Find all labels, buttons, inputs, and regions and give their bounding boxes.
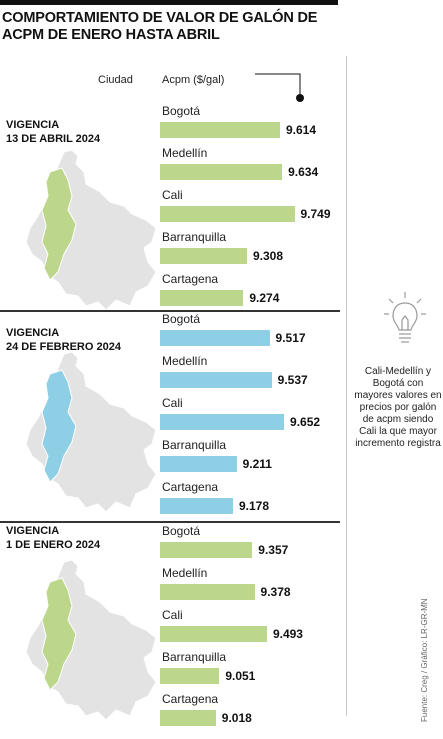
bar-row: Cali 9.493	[160, 608, 340, 648]
bar-row: Medellín 9.537	[160, 354, 340, 394]
value-label: 9.051	[225, 669, 256, 683]
chart-title: COMPORTAMIENTO DE VALOR DE GALÓN DE ACPM…	[2, 10, 318, 43]
header-connector	[255, 73, 304, 102]
map-highlight-region	[41, 577, 77, 691]
bar	[160, 668, 220, 684]
section-divider	[0, 310, 340, 312]
city-label: Cartagena	[162, 480, 219, 494]
section-label-2: VIGENCIA 24 DE FEBRERO 2024	[6, 326, 121, 354]
lightbulb-icon	[384, 292, 426, 343]
value-label: 9.308	[253, 249, 284, 263]
bar	[160, 206, 295, 222]
bar	[160, 542, 253, 558]
section-label-line1: VIGENCIA	[6, 327, 60, 339]
value-label: 9.018	[221, 711, 252, 725]
column-header-value: Acpm ($/gal)	[162, 74, 225, 86]
city-label: Medellín	[162, 566, 208, 580]
section-label-line1: VIGENCIA	[6, 119, 60, 131]
city-label: Cali	[162, 396, 183, 410]
city-label: Barranquilla	[162, 438, 227, 452]
column-header-city: Ciudad	[98, 74, 133, 86]
value-label: 9.178	[239, 499, 270, 513]
city-label: Cali	[162, 608, 183, 622]
bar-row: Cali 9.749	[160, 188, 340, 228]
bar-row: Bogotá 9.517	[160, 312, 340, 352]
bar	[160, 248, 247, 264]
value-label: 9.274	[249, 291, 280, 305]
colombia-map-1	[25, 150, 157, 311]
bar-row: Cali 9.652	[160, 396, 340, 436]
bar	[160, 498, 233, 514]
bar	[160, 626, 267, 642]
section-label-3: VIGENCIA 1 DE ENERO 2024	[6, 524, 100, 552]
bar-row: Barranquilla 9.308	[160, 230, 340, 270]
value-label: 9.493	[272, 627, 303, 641]
bar-row: Barranquilla 9.211	[160, 438, 340, 478]
city-label: Cartagena	[162, 692, 219, 706]
map-highlight-region	[41, 167, 77, 281]
bar-row: Medellín 9.378	[160, 566, 340, 606]
bar	[160, 414, 285, 430]
city-label: Barranquilla	[162, 230, 227, 244]
city-label: Medellín	[162, 146, 208, 160]
note-text: Cali-Medellín y Bogotá con mayores valor…	[354, 366, 442, 449]
bar	[160, 330, 270, 346]
city-label: Cali	[162, 188, 183, 202]
colombia-map-2	[25, 352, 157, 513]
bar	[160, 710, 216, 726]
bar	[160, 290, 244, 306]
bar	[160, 456, 237, 472]
bar-row: Bogotá 9.614	[160, 104, 340, 144]
bar-row: Bogotá 9.357	[160, 524, 340, 564]
city-label: Barranquilla	[162, 650, 227, 664]
colombia-map-3	[25, 560, 157, 721]
city-label: Bogotá	[162, 104, 201, 118]
bar	[160, 164, 283, 180]
bar-row: Cartagena 9.018	[160, 692, 340, 732]
section-label-line2: 1 DE ENERO 2024	[6, 539, 101, 551]
city-label: Medellín	[162, 354, 208, 368]
city-label: Bogotá	[162, 524, 201, 538]
value-label: 9.517	[275, 331, 306, 345]
bar	[160, 372, 272, 388]
city-label: Cartagena	[162, 272, 219, 286]
value-label: 9.537	[277, 373, 308, 387]
bar	[160, 584, 255, 600]
section-divider	[0, 521, 340, 523]
value-label: 9.634	[288, 165, 319, 179]
bar-row: Cartagena 9.274	[160, 272, 340, 312]
section-label-line2: 13 DE ABRIL 2024	[6, 133, 101, 145]
value-label: 9.652	[290, 415, 321, 429]
value-label: 9.614	[285, 123, 316, 137]
bar-row: Medellín 9.634	[160, 146, 340, 186]
bar-row: Barranquilla 9.051	[160, 650, 340, 690]
bar	[160, 122, 280, 138]
section-label-1: VIGENCIA 13 DE ABRIL 2024	[6, 118, 100, 146]
value-label: 9.211	[242, 457, 272, 471]
value-label: 9.749	[300, 207, 331, 221]
value-label: 9.378	[260, 585, 291, 599]
side-divider	[346, 56, 347, 716]
title-rule	[0, 0, 338, 5]
section-label-line1: VIGENCIA	[6, 525, 60, 537]
value-label: 9.357	[258, 543, 289, 557]
bar-row: Cartagena 9.178	[160, 480, 340, 520]
section-label-line2: 24 DE FEBRERO 2024	[6, 341, 121, 353]
map-highlight-region	[41, 369, 77, 483]
source-credit: Fuente: Creg / Gráfico: LR-GR-MN	[420, 598, 429, 722]
city-label: Bogotá	[162, 312, 201, 326]
